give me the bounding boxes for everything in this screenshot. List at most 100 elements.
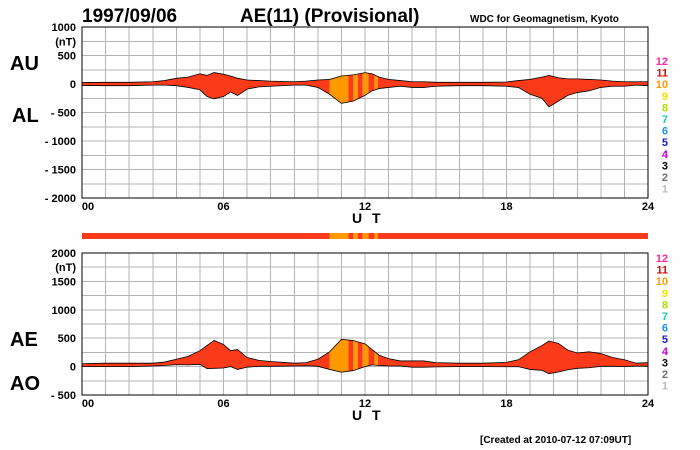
fill-segment-10 [362, 339, 369, 374]
station-bar-segment-11 [82, 233, 330, 239]
x-tick-label: 06 [217, 201, 229, 213]
al-line [81, 84, 649, 108]
ae-ao-x-axis-label: U T [352, 407, 384, 423]
station-bar-segment-10 [329, 233, 349, 239]
x-tick-label: 00 [82, 201, 94, 213]
fill-segment-11 [348, 72, 354, 107]
legend-station-count-10: 10 [656, 79, 668, 91]
station-bar-segment-10 [374, 233, 378, 239]
y-tick-label: 0 [70, 362, 76, 374]
fill-segment-11 [368, 339, 375, 374]
x-tick-label: 00 [82, 398, 94, 410]
legend-station-count-12: 12 [656, 56, 668, 68]
au-al-frame [81, 26, 649, 199]
legend-station-count-9: 9 [662, 91, 668, 103]
au-series-label: AU [10, 53, 39, 75]
fill-segment-10 [362, 72, 369, 107]
y-tick-label: (nT) [55, 262, 76, 274]
fill-segment-10 [329, 339, 349, 374]
fill-segment-11 [357, 72, 363, 107]
au-al-panel: 1000 (nT) 500 0 - 500 - 1000 - 1500 - 2000 00 06… [10, 22, 669, 226]
au-line [81, 72, 648, 83]
y-tick-label: - 2000 [45, 193, 76, 205]
legend-station-count-3: 3 [662, 160, 668, 172]
legend-station-count-3: 3 [662, 357, 668, 369]
au-al-x-axis-label: U T [352, 210, 384, 226]
ae-ao-frame [81, 252, 649, 396]
x-tick-label: 18 [500, 398, 512, 410]
legend-station-count-11: 11 [656, 68, 668, 80]
x-tick-label: 18 [500, 201, 512, 213]
ao-series-label: AO [10, 373, 40, 395]
station-bar-segment-10 [353, 233, 358, 239]
ae-series-label: AE [10, 329, 38, 351]
ae-ao-x-ticks: 00 06 12 18 24 [82, 398, 655, 410]
legend-station-count-8: 8 [662, 299, 668, 311]
legend-station-count-5: 5 [662, 334, 668, 346]
x-tick-label: 24 [642, 201, 655, 213]
legend-station-count-1: 1 [662, 184, 668, 196]
ae-ao-grid [82, 253, 648, 395]
legend-station-count-4: 4 [662, 346, 669, 358]
fill-segment-11 [348, 339, 354, 374]
x-tick-label: 12 [359, 398, 371, 410]
y-tick-label: (nT) [55, 36, 76, 48]
x-tick-label: 12 [359, 201, 371, 213]
legend-station-count-7: 7 [662, 114, 668, 126]
chart-title: AE(11) (Provisional) [240, 6, 420, 27]
station-bar-segment-11 [377, 233, 648, 239]
date-label: 1997/09/06 [82, 6, 177, 27]
legend-station-count-6: 6 [662, 126, 668, 138]
y-tick-label: 500 [58, 333, 76, 345]
legend-station-count-2: 2 [662, 369, 668, 381]
fill-segment-11 [368, 72, 375, 107]
legend-station-count-5: 5 [662, 137, 668, 149]
legend-station-count-8: 8 [662, 102, 668, 114]
y-tick-label: 1000 [52, 305, 76, 317]
legend-station-count-11: 11 [656, 265, 668, 277]
au-al-x-ticks: 00 06 12 18 24 [82, 201, 655, 213]
legend-station-count-2: 2 [662, 172, 668, 184]
station-bar-segment-11 [368, 233, 375, 239]
au-al-grid [82, 27, 648, 198]
y-tick-label: 1500 [52, 276, 76, 288]
fill-segment-10 [353, 339, 358, 374]
y-tick-label: - 500 [51, 390, 76, 402]
fill-segment-10 [374, 339, 378, 374]
fill-segment-11 [357, 339, 363, 374]
y-tick-label: 1000 [52, 22, 76, 34]
station-bar-segment-11 [348, 233, 354, 239]
legend-station-count-9: 9 [662, 288, 668, 300]
y-tick-label: 0 [70, 79, 76, 91]
y-tick-label: - 500 [51, 108, 76, 120]
legend-station-count-1: 1 [662, 381, 668, 393]
y-tick-label: 500 [58, 51, 76, 63]
y-tick-label: 2000 [52, 248, 76, 260]
y-tick-label: - 1000 [45, 136, 76, 148]
fill-segment-10 [353, 72, 358, 107]
x-tick-label: 06 [217, 398, 229, 410]
ae-line [81, 338, 649, 365]
source-label: WDC for Geomagnetism, Kyoto [470, 14, 619, 25]
legend-station-count-12: 12 [656, 253, 668, 265]
au-al-outlines [81, 72, 649, 108]
al-series-label: AL [12, 105, 39, 127]
x-tick-label: 24 [642, 398, 655, 410]
ae-ao-outlines [81, 338, 649, 375]
ae-ao-y-ticks: 2000 (nT) 1500 1000 500 0 - 500 [51, 248, 76, 402]
legend-station-count-7: 7 [662, 311, 668, 323]
ao-line [82, 363, 649, 375]
station-count-bar [82, 233, 648, 239]
station-bar-segment-11 [357, 233, 363, 239]
au-al-y-ticks: 1000 (nT) 500 0 - 500 - 1000 - 1500 - 2000 [45, 22, 77, 205]
station-bar-segment-10 [362, 233, 369, 239]
y-tick-label: - 1500 [45, 165, 76, 177]
legend-station-count-10: 10 [656, 276, 668, 288]
created-timestamp: [Created at 2010-07-12 07:09UT] [480, 435, 631, 446]
legend-station-count-6: 6 [662, 323, 668, 335]
legend-station-count-4: 4 [662, 149, 669, 161]
